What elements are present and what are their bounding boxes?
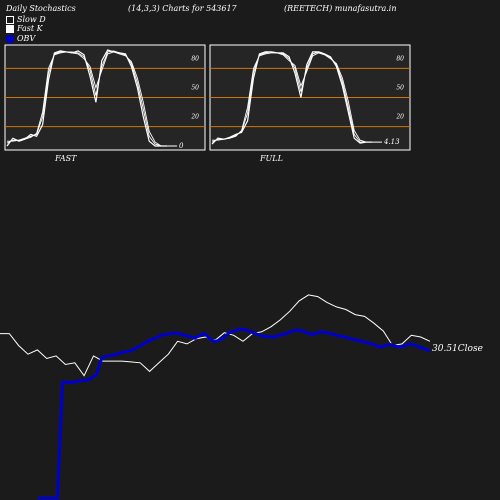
legend-label-obv: OBV [17, 34, 36, 43]
legend-label-fast-k: Fast K [17, 24, 43, 33]
fast-tick-label-20: 20 [190, 114, 199, 121]
fast-last-value-label: 0 [179, 142, 184, 150]
full-tick-label-80: 80 [396, 55, 404, 62]
fast-pane-title: FAST [54, 154, 77, 163]
price-line [0, 294, 431, 377]
chart-subtitle: (14,3,3) Charts for 543617 [128, 4, 237, 13]
legend-item-slow-d: Slow D [6, 15, 46, 24]
full-tick-label-20: 20 [395, 114, 404, 121]
fast-tick-label-50: 50 [191, 85, 199, 92]
chart-source: (REETECH) munafasutra.in [284, 4, 397, 13]
fast-series-line-2 [7, 51, 167, 147]
full-series-line-2 [212, 52, 372, 143]
legend-swatch-fast-k [6, 25, 14, 33]
legend-item-obv: OBV [6, 34, 35, 43]
full-last-value-label: 4.13 [383, 138, 400, 146]
close-value-label: 30.51Close [432, 344, 483, 354]
fast-tick-label-80: 80 [191, 55, 199, 62]
legend-swatch-slow-d [6, 16, 14, 24]
obv-line [38, 327, 431, 500]
legend-label-slow-d: Slow D [17, 15, 46, 24]
full-tick-label-50: 50 [396, 85, 404, 92]
chart-title: Daily Stochastics [6, 4, 76, 13]
full-pane-title: FULL [259, 154, 283, 163]
legend-swatch-obv [6, 35, 14, 43]
legend-item-fast-k: Fast K [6, 24, 43, 33]
